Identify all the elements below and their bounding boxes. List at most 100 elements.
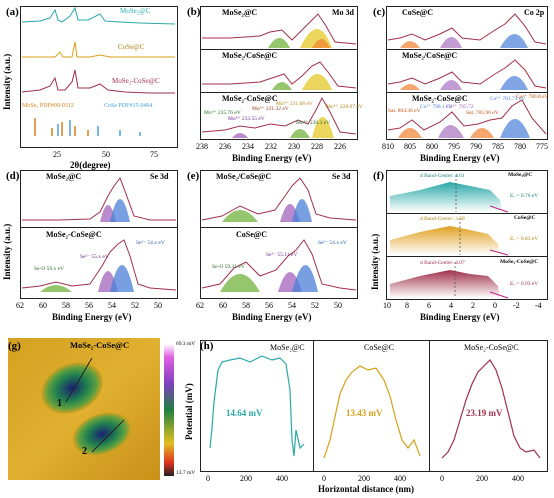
- panel-d-label: (d): [6, 170, 20, 182]
- x-axis-label: Binding Energy (eV): [232, 153, 312, 163]
- xtick: 60: [39, 301, 47, 310]
- marker-2: 2: [82, 446, 87, 457]
- d-band-center: d Band-Center: 3.58: [420, 216, 465, 222]
- xtick: 400: [512, 474, 524, 483]
- xtick: 4: [449, 301, 453, 310]
- panel-e-label: (e): [187, 170, 200, 182]
- ev-value: Eᵥ = 0.76 eV: [510, 193, 539, 199]
- x-axis-label: 2θ(degree): [70, 160, 111, 170]
- xtick: 6: [427, 301, 431, 310]
- peak-label: Se-O 59.x eV: [34, 266, 65, 272]
- profile-value: 14.64 mV: [226, 408, 263, 418]
- legend-mose2: MoSe₂@C: [120, 7, 151, 15]
- series-title: CoSe@C: [364, 343, 395, 352]
- series-name: CoSe@C: [514, 215, 536, 221]
- panel-a-label: (a): [6, 6, 19, 18]
- series-title: MoSe₂-CoSe@C: [46, 230, 102, 239]
- xtick: 50: [102, 150, 110, 159]
- xtick: 200: [240, 474, 252, 483]
- series-title: CoSe@C: [236, 230, 267, 239]
- panel-h-label: (h): [200, 340, 214, 352]
- xtick: 0: [493, 301, 497, 310]
- peak-label: Se-O 59.31 eV: [212, 264, 245, 270]
- x-axis-label: Horizontal distance (nm): [318, 484, 414, 494]
- peak-label: Se²⁻ 55.11 eV: [266, 252, 298, 258]
- peak-label: Co³⁺ 781.71 eV: [490, 96, 526, 102]
- xtick: 200: [476, 474, 488, 483]
- series-name: MoSe₂@C: [508, 172, 533, 178]
- series-title: MoSe₂-CoSe@C: [412, 94, 468, 103]
- colorbar-top: 69.3 mV: [176, 341, 196, 347]
- x-axis-label: Binding Energy (eV): [420, 153, 500, 163]
- xtick: 56: [85, 301, 93, 310]
- xtick: -4: [535, 301, 542, 310]
- peak-label: Co³⁺ 795.72: [446, 104, 474, 110]
- map-title: MoSe₂-CoSe@C: [70, 340, 130, 350]
- peak-label: Sat. 785.96 eV: [466, 110, 499, 116]
- colorbar-bottom: 13.7 mV: [176, 470, 196, 476]
- series-title: MoSe₂@C: [222, 8, 258, 17]
- ev-value: Eᵥ = 0.93 eV: [510, 281, 539, 287]
- xtick: 228: [311, 142, 323, 151]
- xtick: 400: [394, 474, 406, 483]
- xtick: 2: [471, 301, 475, 310]
- d-band-center: d Band-Center: 4.07: [420, 260, 465, 266]
- peak-label: Se²⁻ 54.x eV: [318, 240, 347, 246]
- region-tag: Mo 3d: [332, 8, 354, 17]
- xtick: 50: [154, 301, 162, 310]
- series-title: MoSe₂/CoSe@C: [402, 51, 458, 60]
- region-tag: Co 2p: [524, 8, 545, 17]
- legend-mose2-cose: MoSe₂-CoSe@C: [112, 77, 160, 85]
- ref-mose2: MoSe₂ PDF#09-0312: [22, 103, 74, 109]
- xtick: 230: [288, 142, 300, 151]
- series-title: MoSe₂/CoSe@C: [216, 172, 272, 181]
- xtick: 54: [288, 301, 296, 310]
- profile-value: 13.43 mV: [346, 408, 383, 418]
- xps-frame: [20, 170, 178, 228]
- xtick: 800: [426, 142, 438, 151]
- xtick: 236: [219, 142, 231, 151]
- xtick: 226: [334, 142, 346, 151]
- profile-value: 23.19 mV: [466, 408, 503, 418]
- legend-cose: CoSe@C: [118, 43, 145, 51]
- series-title: MoSe₂/CoSe@C: [222, 51, 278, 60]
- series-title: MoSe₂-CoSe@C: [222, 94, 278, 103]
- ref-cose: CoSe PDF#15-0464: [104, 103, 153, 109]
- xtick: 780: [514, 142, 526, 151]
- marker-1: 1: [57, 398, 62, 409]
- xtick: 775: [536, 142, 548, 151]
- xtick: 54: [108, 301, 116, 310]
- d-band-center: d Band-Center: 4.01: [420, 173, 465, 179]
- peak-label: Mo⁵⁺ 231.32 eV: [252, 106, 289, 112]
- xtick: 805: [404, 142, 416, 151]
- xtick: 60: [219, 301, 227, 310]
- xtick: 75: [150, 150, 158, 159]
- xtick: 0: [206, 474, 210, 483]
- peak-label: Co²⁺ 798.1 eV: [420, 104, 453, 110]
- xtick: 400: [276, 474, 288, 483]
- xtick: 232: [265, 142, 277, 151]
- series-name: MoSe₂-CoSe@C: [500, 259, 539, 265]
- panel-c-label: (c): [373, 6, 386, 18]
- xtick: 785: [492, 142, 504, 151]
- peak-label: Mo⁶⁺ 235.76 eV: [204, 110, 241, 116]
- peak-label: Se²⁻ 54.x eV: [136, 240, 165, 246]
- peak-label: Mo⁴⁺ 230.3 eV: [296, 120, 330, 126]
- x-axis-label: Binding Energy (eV): [420, 312, 500, 322]
- xtick: 234: [242, 142, 254, 151]
- series-title: MoSe₂-CoSe@C: [464, 343, 519, 352]
- xps-frame: [20, 227, 178, 299]
- panel-f-label: (f): [373, 170, 384, 182]
- xtick: 62: [196, 301, 204, 310]
- xtick: 8: [405, 301, 409, 310]
- series-title: MoSe₂@C: [270, 343, 305, 352]
- panel-b-label: (b): [187, 6, 201, 18]
